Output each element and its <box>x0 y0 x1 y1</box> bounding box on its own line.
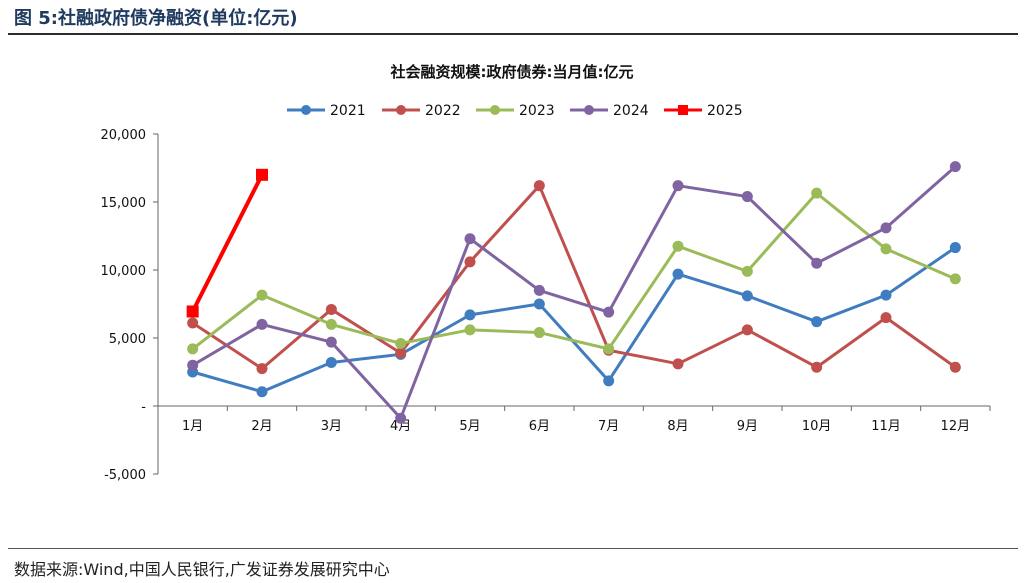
x-tick-label: 5月 <box>459 419 480 434</box>
data-point-2024 <box>464 233 476 245</box>
x-axis: 1月 2月 3月 4月 5月 6月 7月 8月 9月 10月 11月 12月 <box>157 405 991 434</box>
x-tick-label: 3月 <box>321 419 342 434</box>
series-2022 <box>187 180 961 375</box>
legend-label: 2022 <box>425 103 461 119</box>
legend-item-2021: 2021 <box>287 103 366 119</box>
series-2023 <box>187 187 961 355</box>
data-point-2024 <box>741 191 753 203</box>
bottom-divider <box>8 548 1018 549</box>
legend-item-2024: 2024 <box>570 103 649 119</box>
legend-item-2025: 2025 <box>664 103 743 119</box>
data-point-2022 <box>256 363 268 375</box>
data-point-2024 <box>187 359 199 371</box>
data-point-2021 <box>880 289 892 301</box>
data-point-2021 <box>672 268 684 280</box>
data-point-2024 <box>256 318 268 330</box>
data-point-2023 <box>741 265 753 277</box>
data-point-2021 <box>325 356 337 368</box>
legend-item-2022: 2022 <box>382 103 461 119</box>
x-tick-label: 2月 <box>251 419 272 434</box>
data-point-2024 <box>672 180 684 192</box>
data-point-2021 <box>949 242 961 254</box>
data-point-2022 <box>325 303 337 315</box>
y-tick-label: -5,000 <box>104 468 146 483</box>
data-point-2022 <box>672 358 684 370</box>
series-line-2021 <box>192 246 957 394</box>
legend-item-2023: 2023 <box>476 103 555 119</box>
data-point-2022 <box>533 180 545 192</box>
legend-marker <box>678 105 688 115</box>
data-point-2023 <box>603 343 615 355</box>
figure-title: 图 5:社融政府债净融资(单位:亿元) <box>14 8 298 29</box>
data-point-2023 <box>533 327 545 339</box>
data-point-2024 <box>325 336 337 348</box>
data-point-2025 <box>186 305 199 318</box>
data-point-2024 <box>395 412 407 424</box>
data-point-2025 <box>256 168 268 181</box>
data-point-2022 <box>949 361 961 373</box>
data-point-2024 <box>880 222 892 234</box>
data-point-2022 <box>811 361 823 373</box>
x-tick-label: 9月 <box>737 419 758 434</box>
data-point-2024 <box>603 306 615 318</box>
data-point-2022 <box>464 256 476 268</box>
data-point-2021 <box>256 386 268 398</box>
x-tick-label: 6月 <box>529 419 550 434</box>
series-layer <box>186 161 961 424</box>
data-point-2023 <box>464 324 476 336</box>
legend: 2021 2022 2023 2024 2025 <box>287 103 743 119</box>
legend-marker <box>396 105 406 115</box>
legend-label: 2024 <box>613 103 649 119</box>
data-point-2021 <box>811 316 823 328</box>
data-point-2023 <box>395 337 407 349</box>
legend-label: 2021 <box>330 103 366 119</box>
series-2025 <box>186 168 268 318</box>
data-point-2021 <box>464 309 476 321</box>
series-line-2025 <box>190 173 264 313</box>
data-point-2022 <box>880 312 892 324</box>
data-point-2022 <box>395 347 407 359</box>
x-tick-label: 11月 <box>871 419 901 434</box>
data-point-2023 <box>325 318 337 330</box>
series-line-2023 <box>191 191 956 351</box>
x-tick-label: 4月 <box>390 419 411 434</box>
data-point-2024 <box>949 161 961 173</box>
data-point-2024 <box>533 284 545 296</box>
x-tick-label: 10月 <box>802 419 832 434</box>
y-axis: 20,000 15,000 10,000 5,000 - -5,000 <box>101 128 159 483</box>
data-point-2024 <box>811 257 823 269</box>
data-point-2022 <box>741 324 753 336</box>
data-point-2023 <box>811 187 823 199</box>
data-point-2023 <box>256 289 268 301</box>
legend-marker <box>584 105 594 115</box>
data-point-2021 <box>533 298 545 310</box>
x-tick-label: 12月 <box>941 419 971 434</box>
source-note: 数据来源:Wind,中国人民银行,广发证券发展研究中心 <box>14 560 390 579</box>
x-tick-label: 8月 <box>667 419 688 434</box>
y-tick-label: 10,000 <box>101 264 147 279</box>
chart-title: 社会融资规模:政府债券:当月值:亿元 <box>390 63 634 81</box>
data-point-2023 <box>880 243 892 255</box>
data-point-2022 <box>187 317 199 329</box>
data-point-2021 <box>741 290 753 302</box>
y-tick-label: 20,000 <box>101 128 147 143</box>
data-point-2023 <box>949 273 961 285</box>
y-tick-label: 15,000 <box>101 196 147 211</box>
y-tick-label: 5,000 <box>109 332 146 347</box>
legend-marker <box>301 105 311 115</box>
legend-label: 2023 <box>519 103 555 119</box>
data-point-2023 <box>187 343 199 355</box>
series-line-2024 <box>191 165 957 420</box>
y-tick-label: - <box>141 400 146 415</box>
x-tick-label: 7月 <box>598 419 619 434</box>
series-2021 <box>187 242 961 398</box>
data-point-2021 <box>603 375 615 387</box>
legend-label: 2025 <box>707 103 743 119</box>
series-2024 <box>187 161 961 424</box>
legend-marker <box>490 105 500 115</box>
top-divider <box>8 33 1018 35</box>
data-point-2023 <box>672 240 684 252</box>
x-tick-label: 1月 <box>182 419 203 434</box>
